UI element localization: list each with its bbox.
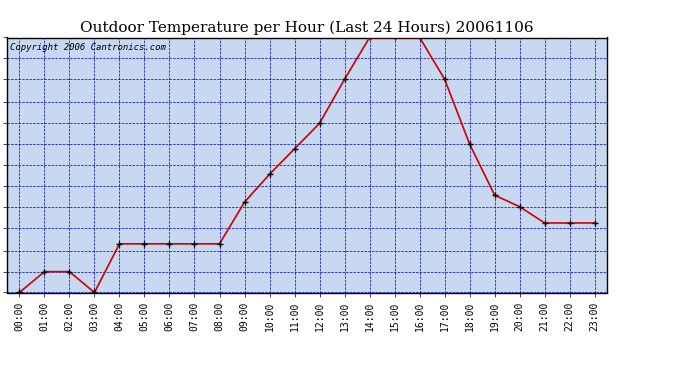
Title: Outdoor Temperature per Hour (Last 24 Hours) 20061106: Outdoor Temperature per Hour (Last 24 Ho…: [80, 21, 534, 35]
Text: Copyright 2006 Cantronics.com: Copyright 2006 Cantronics.com: [10, 43, 166, 52]
